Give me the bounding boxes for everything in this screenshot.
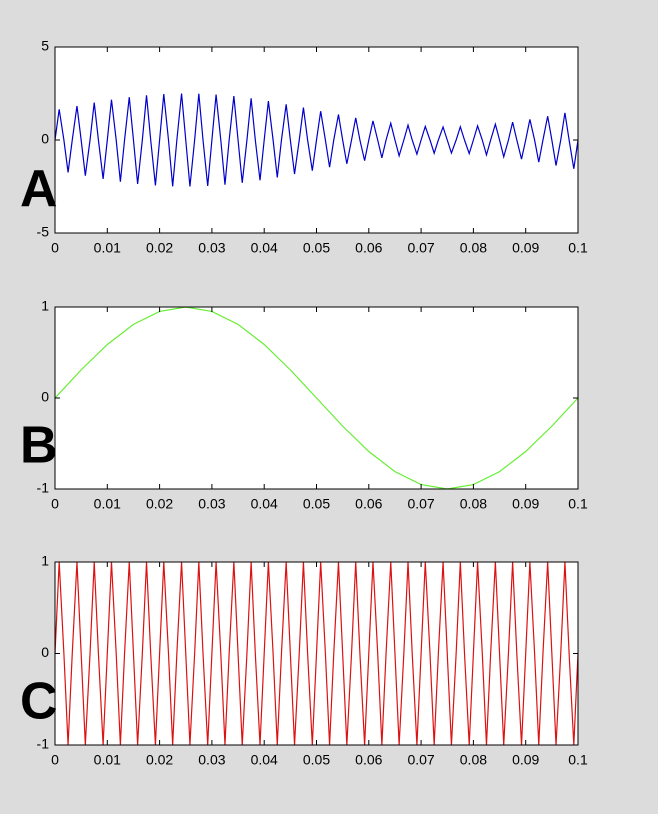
x-tick-label: 0.05 — [303, 752, 330, 768]
x-tick-label: 0.05 — [303, 240, 330, 256]
x-tick-label: 0.1 — [568, 752, 588, 768]
y-tick-label: 0 — [41, 131, 49, 147]
x-tick-label: 0.01 — [94, 240, 121, 256]
x-tick-label: 0.07 — [407, 752, 434, 768]
x-tick-label: 0.1 — [568, 240, 588, 256]
x-tick-label: 0.04 — [251, 240, 278, 256]
x-tick-label: 0.03 — [198, 240, 225, 256]
y-tick-label: 1 — [41, 553, 49, 569]
y-tick-label: -1 — [37, 480, 50, 496]
x-tick-label: 0.09 — [512, 496, 539, 512]
data-line — [54, 93, 579, 187]
x-tick-label: 0.01 — [94, 496, 121, 512]
x-tick-label: 0 — [51, 752, 59, 768]
x-tick-label: 0.08 — [460, 240, 487, 256]
x-tick-label: 0.07 — [407, 240, 434, 256]
y-tick-label: 0 — [41, 644, 49, 660]
x-tick-label: 0.06 — [355, 496, 382, 512]
panel-label: A — [20, 160, 58, 218]
y-tick-label: -5 — [37, 224, 50, 240]
x-tick-label: 0.03 — [198, 752, 225, 768]
data-line — [54, 561, 579, 746]
x-tick-label: 0.03 — [198, 496, 225, 512]
x-tick-label: 0 — [51, 496, 59, 512]
data-line — [54, 306, 579, 490]
x-tick-label: 0 — [51, 240, 59, 256]
x-tick-label: 0.08 — [460, 496, 487, 512]
y-tick-label: -1 — [37, 736, 50, 752]
x-tick-label: 0.09 — [512, 752, 539, 768]
x-tick-label: 0.02 — [146, 752, 173, 768]
x-tick-label: 0.04 — [251, 752, 278, 768]
x-tick-label: 0.02 — [146, 240, 173, 256]
x-tick-label: 0.02 — [146, 496, 173, 512]
y-tick-label: 1 — [41, 298, 49, 314]
x-tick-label: 0.06 — [355, 752, 382, 768]
x-tick-label: 0.05 — [303, 496, 330, 512]
x-tick-label: 0.07 — [407, 496, 434, 512]
x-tick-label: 0.08 — [460, 752, 487, 768]
x-tick-label: 0.06 — [355, 240, 382, 256]
y-tick-label: 5 — [41, 38, 49, 54]
panel-label: B — [20, 417, 58, 475]
x-tick-label: 0.09 — [512, 240, 539, 256]
x-tick-label: 0.1 — [568, 496, 588, 512]
panel-label: C — [20, 672, 58, 730]
y-tick-label: 0 — [41, 389, 49, 405]
x-tick-label: 0.04 — [251, 496, 278, 512]
x-tick-label: 0.01 — [94, 752, 121, 768]
